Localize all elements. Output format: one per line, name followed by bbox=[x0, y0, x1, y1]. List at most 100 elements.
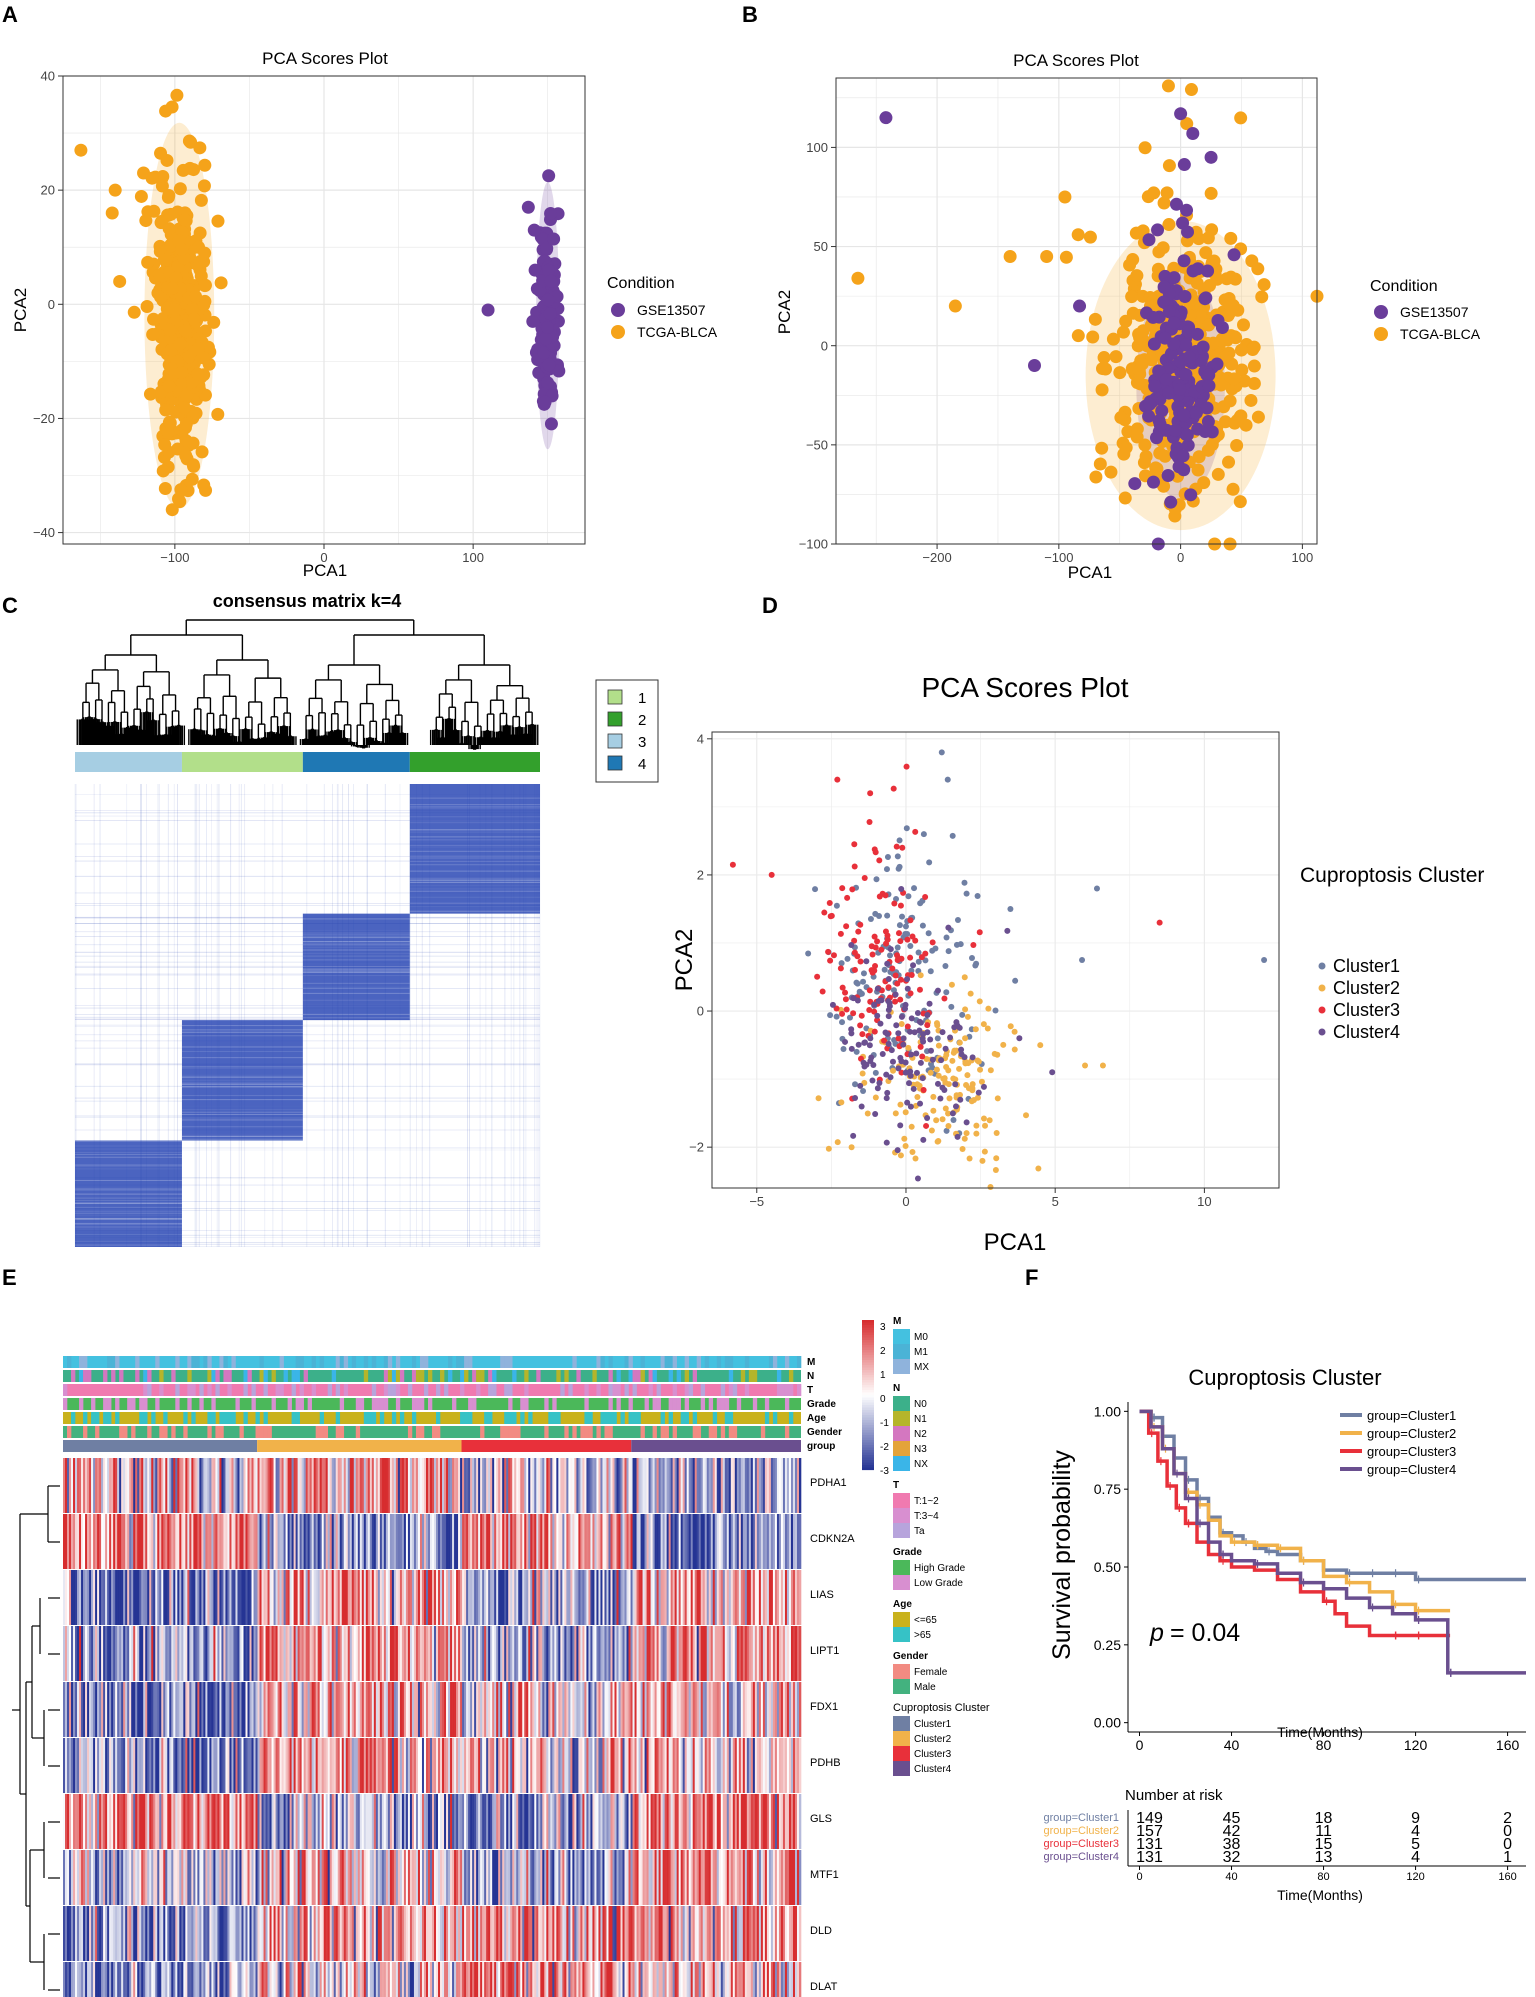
d-plot-point bbox=[805, 950, 812, 957]
annotation-cell bbox=[692, 1370, 698, 1382]
heatmap-cell bbox=[700, 1570, 704, 1625]
d-plot-point bbox=[946, 1095, 953, 1102]
heatmap-cell bbox=[644, 1514, 647, 1569]
heatmap-cell bbox=[432, 1514, 435, 1569]
a-plot-point bbox=[187, 163, 201, 177]
heatmap-cell bbox=[636, 1570, 639, 1625]
d-plot-point bbox=[848, 1144, 855, 1151]
heatmap-cell bbox=[728, 1458, 732, 1513]
annotation-cell bbox=[131, 1426, 136, 1438]
heatmap-cell bbox=[436, 1458, 439, 1513]
a-plot-series-tcga-blca bbox=[74, 88, 228, 517]
heatmap-cell bbox=[133, 1626, 136, 1681]
heatmap-cell bbox=[700, 1626, 704, 1681]
heatmap-cell bbox=[87, 1458, 90, 1513]
b-plot-point bbox=[1162, 305, 1176, 319]
b-plot-point bbox=[1162, 159, 1176, 173]
heatmap-cell bbox=[213, 1514, 216, 1569]
annotation-cell bbox=[255, 1412, 260, 1424]
annotation-cell bbox=[287, 1398, 292, 1410]
d-plot-point bbox=[912, 1155, 919, 1162]
heatmap-cell bbox=[83, 1458, 86, 1513]
heatmap-cell bbox=[167, 1458, 170, 1513]
annotation-cell bbox=[464, 1370, 469, 1382]
heatmap-cell bbox=[496, 1458, 499, 1513]
heatmap-cell bbox=[113, 1458, 116, 1513]
a-plot-point bbox=[178, 213, 192, 227]
d-plot-point bbox=[933, 1020, 940, 1027]
heatmap-cell bbox=[744, 1514, 748, 1569]
heatmap-cell bbox=[359, 1458, 363, 1513]
b-plot-xtick-label: −100 bbox=[1044, 550, 1073, 565]
heatmap-cell bbox=[407, 1570, 411, 1625]
heatmap-cell bbox=[173, 1570, 176, 1625]
b-plot-point bbox=[1190, 276, 1204, 290]
a-plot-point bbox=[211, 214, 225, 228]
heatmap-cell bbox=[75, 1458, 78, 1513]
heatmap-cell bbox=[271, 1458, 274, 1513]
d-plot-point bbox=[985, 1005, 992, 1012]
heatmap-cell bbox=[650, 1458, 653, 1513]
b-plot-point bbox=[1159, 373, 1173, 387]
heatmap-cell bbox=[444, 1458, 447, 1513]
heatmap-cell bbox=[399, 1626, 403, 1681]
heatmap-cell bbox=[470, 1626, 473, 1681]
heatmap-cell bbox=[123, 1626, 126, 1681]
heatmap-cell bbox=[668, 1626, 671, 1681]
d-plot-point bbox=[825, 1145, 832, 1152]
d-plot-point bbox=[908, 1123, 915, 1130]
heatmap-cell bbox=[798, 1570, 802, 1625]
heatmap-cell bbox=[387, 1458, 391, 1513]
heatmap-cell bbox=[347, 1570, 351, 1625]
heatmap-cell bbox=[634, 1570, 637, 1625]
heatmap-cell bbox=[177, 1626, 180, 1681]
annotation-cell bbox=[299, 1384, 304, 1396]
annotation-cell bbox=[119, 1426, 124, 1438]
b-plot-point bbox=[1179, 368, 1193, 382]
annotation-cell bbox=[323, 1426, 329, 1438]
heatmap-cell bbox=[415, 1514, 419, 1569]
consensus-block-3 bbox=[75, 1140, 182, 1247]
heatmap-cell bbox=[500, 1626, 503, 1681]
annotation-cell bbox=[415, 1370, 421, 1382]
heatmap-cell bbox=[512, 1570, 515, 1625]
d-plot-point bbox=[1004, 927, 1011, 934]
heatmap-cell bbox=[333, 1514, 337, 1569]
heatmap-cell bbox=[177, 1514, 180, 1569]
d-plot-point bbox=[967, 990, 974, 997]
heatmap-cell bbox=[456, 1626, 459, 1681]
a-plot-point bbox=[533, 284, 547, 298]
heatmap-cell bbox=[203, 1626, 206, 1681]
annotation-cell bbox=[243, 1412, 248, 1424]
d-plot-point bbox=[980, 1021, 987, 1028]
annotation-cell bbox=[628, 1398, 633, 1410]
a-plot-point-outlier bbox=[526, 314, 540, 328]
heatmap-cell bbox=[498, 1626, 501, 1681]
heatmap-cell bbox=[311, 1570, 314, 1625]
b-plot-point bbox=[1172, 460, 1186, 474]
heatmap-cell bbox=[496, 1514, 499, 1569]
heatmap-cell bbox=[704, 1626, 708, 1681]
heatmap-cell bbox=[425, 1458, 429, 1513]
d-plot-point bbox=[879, 1050, 886, 1057]
heatmap-cell bbox=[586, 1570, 589, 1625]
d-plot-point bbox=[884, 1089, 891, 1096]
heatmap-cell bbox=[742, 1514, 746, 1569]
heatmap-cell bbox=[546, 1514, 549, 1569]
d-plot-point bbox=[871, 933, 878, 940]
b-plot-point bbox=[1095, 383, 1109, 397]
annotation-cell bbox=[456, 1356, 461, 1368]
d-plot-xtick-label: 0 bbox=[902, 1194, 909, 1209]
d-plot-point bbox=[898, 1021, 905, 1028]
annotation-cell bbox=[207, 1426, 212, 1438]
heatmap-cell bbox=[486, 1626, 489, 1681]
heatmap-cell bbox=[438, 1458, 441, 1513]
heatmap-cell bbox=[365, 1458, 369, 1513]
heatmap-cell bbox=[391, 1458, 395, 1513]
b-plot-ytick-label: −50 bbox=[806, 437, 828, 452]
d-plot-point bbox=[897, 976, 904, 983]
a-plot-point-outlier bbox=[481, 303, 495, 317]
heatmap-cell bbox=[436, 1570, 439, 1625]
heatmap-cell bbox=[450, 1626, 453, 1681]
heatmap-cell bbox=[93, 1458, 96, 1513]
